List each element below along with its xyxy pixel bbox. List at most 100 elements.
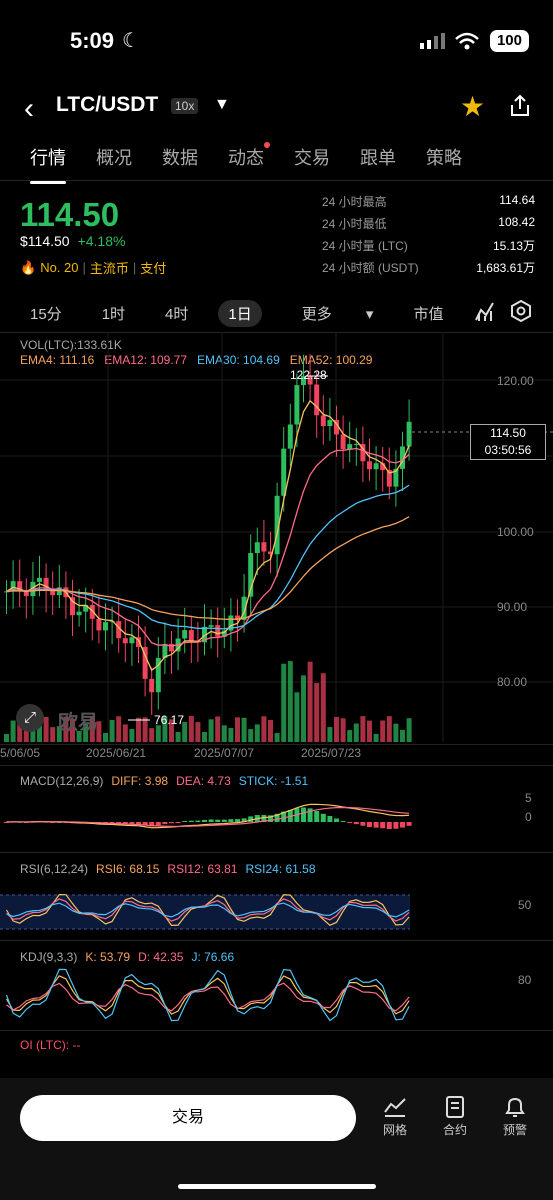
grid-label: 网格 [382,1123,407,1137]
category-tag[interactable]: 支付 [140,261,167,276]
dropdown-icon[interactable]: ▼ [214,96,230,113]
interval-bar: 15分 1时 4时 1日 更多 ▾ 市值 [20,300,473,327]
battery-indicator: 100 [489,30,529,52]
rsi-tick: 50 [518,898,532,912]
tab-data[interactable]: 数据 [162,148,198,168]
star-icon[interactable]: ★ [460,91,486,122]
indicator-icon[interactable] [474,300,496,322]
macd-bar [202,819,207,822]
candle-body [327,420,333,427]
tab-trade[interactable]: 交易 [294,148,330,168]
volume-bar [274,733,280,742]
macd-bar [400,822,405,828]
candle-body [37,577,42,582]
volume-bar [30,729,36,742]
volume-bar [360,716,366,742]
candle-body [83,604,89,612]
interval-more[interactable]: 更多 ▾ [282,300,384,327]
candle-body [70,597,75,616]
interval-1h[interactable]: 1时 [101,306,126,323]
candle-body [241,596,247,620]
volume-bar [175,732,181,742]
interval-marketcap[interactable]: 市值 [413,306,444,323]
contract-button[interactable]: 合约 [430,1096,480,1138]
volume-bar [122,724,128,742]
macd-bar [208,819,214,822]
volume-bar [314,683,320,742]
tab-copy[interactable]: 跟单 [360,148,396,168]
pair-title[interactable]: LTC/USDT [56,93,159,116]
grid-button[interactable]: 网格 [370,1096,420,1138]
rank-tag[interactable]: No. 20 [40,260,79,275]
volume-bar [142,717,148,742]
rsi-band [0,895,410,929]
tab-overview[interactable]: 概况 [96,148,132,168]
candlestick-chart[interactable] [0,332,553,772]
tab-market[interactable]: 行情 [30,144,66,184]
volume-bar [17,716,23,742]
category-tag[interactable]: 主流币 [89,261,129,276]
trade-button[interactable]: 交易 [20,1095,356,1141]
kdj-tick: 80 [518,973,532,987]
back-icon[interactable]: ‹ [24,92,34,125]
tab-strategy[interactable]: 策略 [426,148,462,168]
macd-bar [228,819,234,822]
stat-row: 24 小时额 (USDT) 1,683.61万 [322,259,535,281]
volume-bar [320,673,326,742]
y-tick: 100.00 [497,525,534,539]
candle-body [367,461,372,470]
ema12-label: EMA12: 109.77 [104,353,188,367]
wifi-icon [455,32,479,50]
candle-body [103,622,108,631]
volume-bar [393,723,399,742]
volume-bar [228,728,234,742]
interval-1d[interactable]: 1日 [218,300,262,327]
candle-body [228,615,234,631]
volume-bar [347,730,353,742]
macd-bar [347,822,353,823]
macd-bar [380,822,386,829]
macd-bar [320,813,326,822]
volume-bar [221,725,227,742]
macd-tick: 0 [525,810,532,824]
volume-bar [215,716,221,742]
fullscreen-icon[interactable]: ⤢ [16,704,44,732]
ema4-label: EMA4: 111.16 [20,353,95,367]
volume-bar [307,661,313,742]
leverage-badge: 10x [171,98,199,114]
macd-bar [373,822,379,828]
candle-body [320,415,326,427]
contract-label: 合约 [442,1123,467,1137]
ema4-line [6,399,410,672]
volume-bar [281,663,287,742]
candle-body [360,444,366,462]
candle-body [155,657,161,693]
candle-body [89,604,95,619]
stats-panel: 24 小时最高 114.64 24 小时最低 108.42 24 小时量 (LTC)… [322,193,535,281]
divider [0,180,553,181]
alert-button[interactable]: 预警 [490,1096,540,1138]
candle-body [254,542,260,554]
volume-bar [10,720,16,742]
kdj-j-line [5,968,410,1022]
macd-bar [393,822,399,829]
volume-bar [169,719,174,742]
stat-label: 24 小时量 (LTC) [322,239,408,253]
tab-news[interactable]: 动态 [228,142,270,170]
interval-4h[interactable]: 4时 [165,306,189,323]
divider [0,940,553,941]
interval-15m[interactable]: 15分 [30,306,62,323]
candle-body [301,375,306,386]
price-sub: $114.50 +4.18% [20,233,125,249]
stat-value: 114.64 [499,193,535,207]
share-icon[interactable] [508,94,532,118]
kdj-j: J: 76.66 [191,950,235,964]
candle-body [314,384,320,416]
macd-bar [56,821,62,823]
settings-icon[interactable] [510,300,532,322]
macd-bar [235,819,240,822]
volume-bar [89,716,95,742]
rsi6-line [5,894,410,927]
candle-body [109,621,115,623]
volume-bar [37,718,42,742]
